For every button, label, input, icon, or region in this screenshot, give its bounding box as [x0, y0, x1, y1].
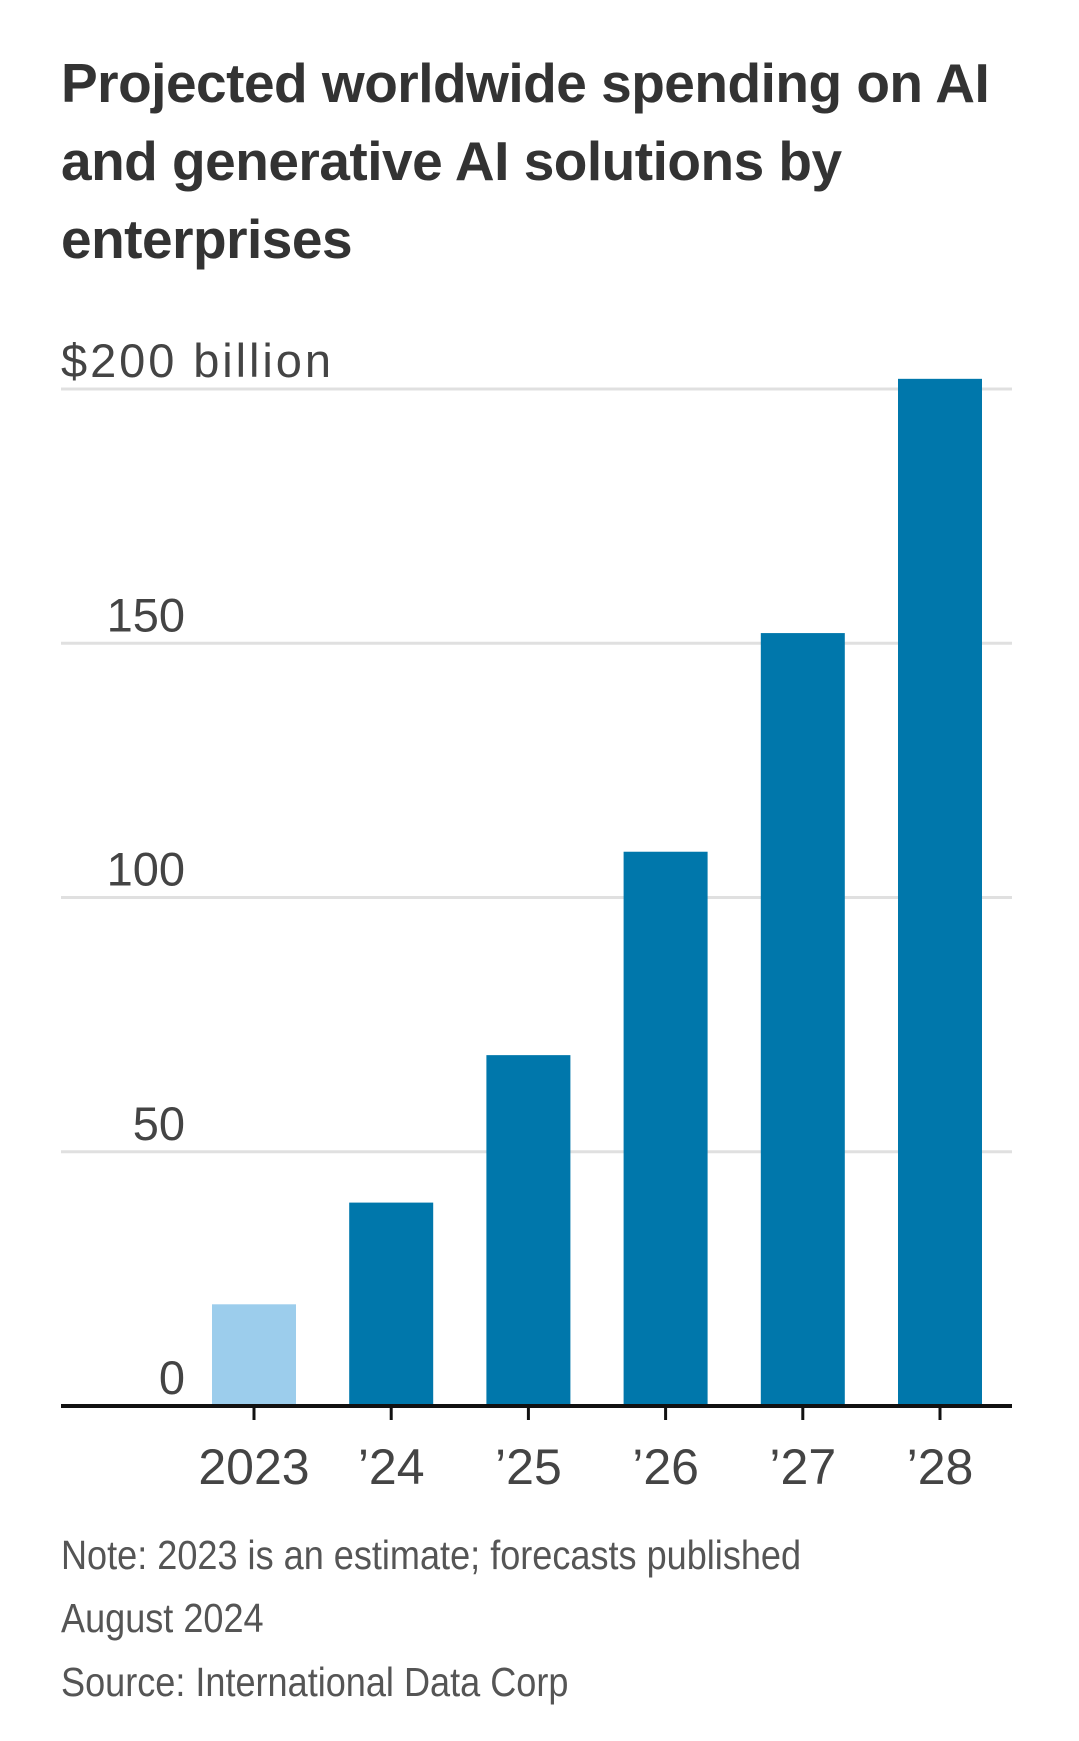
- x-tick-label: 2023: [198, 1439, 309, 1495]
- bar-26: [623, 851, 708, 1406]
- x-tick-label: ’27: [769, 1439, 836, 1495]
- y-tick-label-150: 150: [107, 588, 185, 641]
- y-tick-label-100: 100: [107, 843, 185, 896]
- bar-24: [349, 1202, 434, 1406]
- bar-28: [898, 378, 982, 1407]
- bar-27: [760, 633, 845, 1406]
- y-tick-label-0: 0: [159, 1351, 185, 1404]
- x-tick-label: ’28: [907, 1439, 974, 1495]
- y-tick-label-200: $200 billion: [61, 334, 331, 387]
- x-tick-label: ’26: [632, 1439, 699, 1495]
- x-tick-label: ’25: [495, 1439, 562, 1495]
- x-tick-label: ’24: [358, 1439, 425, 1495]
- note-line-2: August 2024: [61, 1595, 264, 1641]
- bar-2023: [212, 1304, 296, 1406]
- source-line: Source: International Data Corp: [61, 1659, 569, 1705]
- note-line-1: Note: 2023 is an estimate; forecasts pub…: [61, 1532, 802, 1578]
- chart-title: Projected worldwide spending on AI and g…: [61, 52, 990, 270]
- bar-25: [486, 1055, 571, 1406]
- y-tick-label-50: 50: [133, 1097, 185, 1150]
